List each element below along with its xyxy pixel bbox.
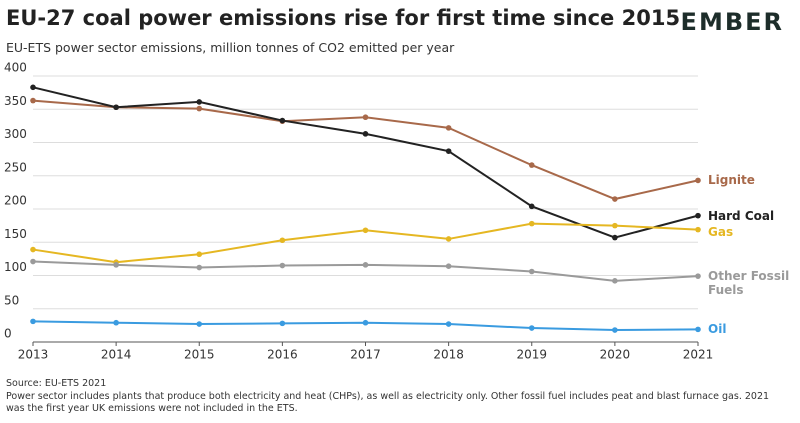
x-tick-label: 2014 <box>101 348 132 362</box>
series-label: Hard Coal <box>708 208 775 223</box>
x-tick-label: 2017 <box>350 348 381 362</box>
point <box>445 125 452 131</box>
line <box>32 86 699 239</box>
point <box>528 220 535 227</box>
point <box>30 258 36 265</box>
point <box>362 262 369 268</box>
chart-title: EU-27 coal power emissions rise for firs… <box>6 6 681 30</box>
y-tick-label: 350 <box>4 94 27 108</box>
x-tick-label: 2016 <box>267 348 298 362</box>
x-tick-label: 2021 <box>683 348 714 362</box>
point <box>528 162 535 168</box>
point <box>279 237 286 244</box>
source: Source: EU-ETS 2021 <box>6 378 107 389</box>
point <box>445 236 452 242</box>
point <box>695 326 701 333</box>
point <box>695 177 701 184</box>
point <box>695 273 701 279</box>
point <box>30 246 36 253</box>
x-tick-label: 2019 <box>516 348 547 362</box>
point <box>30 97 36 104</box>
point <box>695 212 701 219</box>
point <box>279 262 286 269</box>
point <box>612 278 618 284</box>
footnote: Power sector includes plants that produc… <box>6 391 770 414</box>
series-label: Oil <box>708 322 727 337</box>
point <box>612 234 618 241</box>
x-tick-label: 2018 <box>433 348 464 362</box>
point <box>445 263 452 269</box>
point <box>612 196 618 202</box>
point <box>612 222 618 229</box>
x-tick-label: 2020 <box>600 348 631 362</box>
series-label: Lignite <box>708 173 755 188</box>
point <box>528 203 535 210</box>
point <box>196 105 203 112</box>
point <box>695 226 701 233</box>
series-label: Other Fossil Fuels <box>708 269 790 298</box>
logo: EMBER <box>680 8 784 36</box>
point <box>113 262 119 268</box>
point <box>113 319 119 326</box>
chart-subtitle: EU-ETS power sector emissions, million t… <box>6 40 455 55</box>
point <box>362 114 369 121</box>
point <box>445 321 452 327</box>
y-tick-label: 100 <box>4 260 27 274</box>
y-tick-label: 200 <box>4 194 27 208</box>
point <box>196 321 203 327</box>
point <box>196 251 203 258</box>
point <box>528 268 535 275</box>
x-tick-label: 2015 <box>184 348 215 362</box>
point <box>196 264 203 271</box>
point <box>612 327 618 333</box>
point <box>196 99 203 105</box>
point <box>445 148 452 154</box>
point <box>279 320 286 327</box>
series-label: Gas <box>708 224 734 239</box>
y-tick-label: 150 <box>4 227 27 241</box>
point <box>113 104 119 111</box>
y-tick-label: 50 <box>4 293 19 307</box>
point <box>30 318 36 325</box>
point <box>362 319 369 326</box>
point <box>30 84 36 91</box>
y-tick-label: 400 <box>4 61 27 75</box>
x-tick-label: 2013 <box>18 348 49 362</box>
y-tick-label: 300 <box>4 127 27 141</box>
point <box>279 117 286 124</box>
point <box>362 227 369 234</box>
y-tick-label: 250 <box>4 160 27 174</box>
point <box>528 325 535 331</box>
y-tick-label: 0 <box>4 327 12 341</box>
point <box>362 131 369 137</box>
